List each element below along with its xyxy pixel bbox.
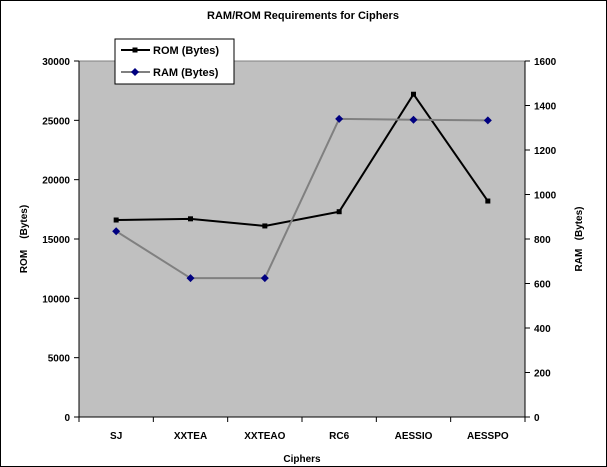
ram-data-point	[483, 116, 492, 125]
ram-data-point	[335, 114, 344, 123]
y-right-tick-label: 1200	[534, 146, 557, 157]
legend-ram-marker	[131, 68, 139, 76]
x-tick-label: RC6	[329, 431, 349, 442]
y-left-tick-label: 10000	[42, 294, 70, 305]
y-right-tick-label: 600	[534, 280, 551, 291]
x-tick-label: AESSPO	[467, 431, 509, 442]
ram-data-point	[260, 274, 269, 283]
y-axis-left-label: ROM (Bytes)	[19, 205, 30, 273]
y-right-tick-label: 1600	[534, 57, 557, 68]
y-left-tick-label: 0	[64, 413, 70, 424]
rom-data-point	[485, 198, 491, 204]
rom-data-point	[336, 209, 342, 215]
x-tick-label: XXTEAO	[244, 431, 285, 442]
y-right-tick-label: 1400	[534, 102, 557, 113]
y-right-tick-label: 200	[534, 369, 551, 380]
y-left-tick-label: 5000	[48, 354, 71, 365]
rom-data-point	[411, 91, 416, 97]
y-left-tick-label: 25000	[42, 116, 70, 127]
chart-title: RAM/ROM Requirements for Ciphers	[207, 10, 399, 22]
y-axis-right-label: RAM (Bytes)	[574, 206, 585, 271]
x-axis-label: Ciphers	[283, 454, 321, 465]
legend-box	[114, 38, 235, 85]
y-right-tick-label: 800	[534, 235, 551, 246]
rom-data-point	[113, 217, 119, 223]
legend: ROM (Bytes) RAM (Bytes)	[114, 38, 235, 85]
y-left-tick-label: 30000	[42, 57, 70, 68]
y-right-tick-label: 0	[534, 413, 540, 424]
legend-ram-label: RAM (Bytes)	[153, 67, 219, 79]
ram-series-line	[115, 117, 488, 280]
rom-data-point	[188, 216, 193, 222]
y-right-tick-label: 1000	[534, 191, 557, 202]
rom-data-point	[262, 223, 268, 229]
y-left-tick-label: 20000	[42, 176, 70, 187]
x-tick-label: XXTEA	[174, 431, 207, 442]
ram-data-point	[112, 227, 121, 236]
plot-area	[78, 60, 526, 418]
x-tick-label: AESSIO	[395, 431, 433, 442]
x-tick-label: SJ	[110, 431, 122, 442]
ram-data-point	[409, 115, 418, 124]
legend-rom-label: ROM (Bytes)	[153, 45, 219, 57]
legend-rom-marker	[132, 47, 138, 53]
y-right-tick-label: 400	[534, 324, 551, 335]
rom-series-line	[116, 92, 489, 227]
y-left-tick-label: 15000	[42, 235, 70, 246]
ram-data-point	[186, 274, 195, 283]
